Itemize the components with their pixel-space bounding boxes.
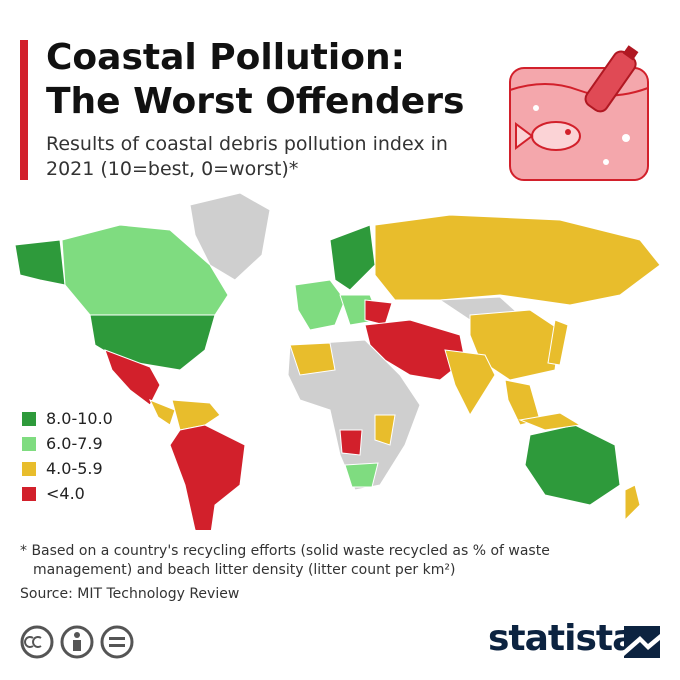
legend-label: 6.0-7.9 — [46, 434, 103, 453]
colombia — [171, 399, 221, 431]
japan — [547, 319, 569, 366]
greenland — [189, 192, 271, 281]
legend: 8.0-10.0 6.0-7.9 4.0-5.9 <4.0 — [22, 406, 113, 506]
legend-item: <4.0 — [22, 481, 113, 506]
legend-label: 8.0-10.0 — [46, 409, 113, 428]
subtitle: Results of coastal debris pollution inde… — [46, 133, 448, 180]
legend-item: 6.0-7.9 — [22, 431, 113, 456]
footnote: * Based on a country's recycling efforts… — [20, 543, 550, 578]
title: Coastal Pollution: The Worst Offenders — [46, 36, 464, 124]
australia — [524, 424, 621, 506]
canada — [61, 224, 229, 316]
title-line: Coastal Pollution: — [46, 37, 405, 78]
legend-swatch — [22, 461, 36, 476]
scandinavia — [329, 224, 376, 291]
title-line: The Worst Offenders — [46, 81, 465, 122]
indonesia — [518, 412, 582, 431]
alaska — [14, 239, 66, 286]
angola — [339, 429, 363, 456]
legend-swatch — [22, 436, 36, 451]
south-africa — [344, 462, 379, 488]
accent-bar — [20, 40, 28, 180]
legend-label: 4.0-5.9 — [46, 459, 103, 478]
india — [444, 349, 496, 417]
ukraine — [364, 299, 393, 326]
source: Source: MIT Technology Review — [20, 586, 240, 602]
western-europe — [294, 279, 346, 331]
russia — [374, 214, 661, 306]
mexico — [104, 349, 161, 406]
brand: statista — [488, 618, 636, 659]
new-zealand — [624, 484, 641, 522]
legend-label: <4.0 — [46, 484, 85, 503]
world-map — [14, 192, 661, 530]
north-africa — [289, 342, 336, 376]
illustration — [509, 45, 649, 181]
legend-item: 4.0-5.9 — [22, 456, 113, 481]
legend-item: 8.0-10.0 — [22, 406, 113, 431]
brand-icon — [624, 626, 660, 658]
central-america — [149, 399, 176, 426]
china — [469, 309, 561, 381]
legend-swatch — [22, 486, 36, 501]
legend-swatch — [22, 411, 36, 426]
east-africa — [374, 414, 396, 446]
south-america — [169, 424, 246, 530]
license-icons — [20, 625, 134, 659]
